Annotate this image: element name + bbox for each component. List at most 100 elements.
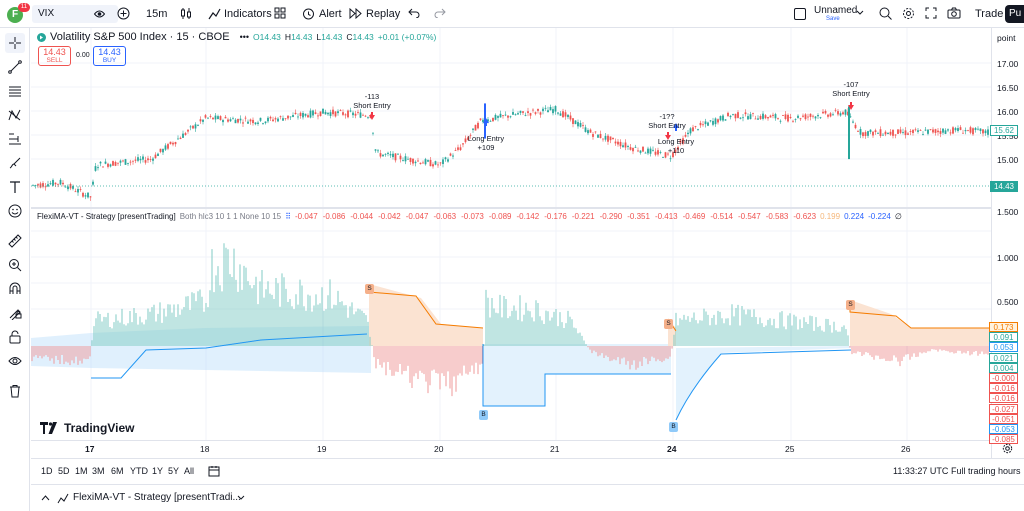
- zoom-in-icon[interactable]: [5, 255, 25, 275]
- visibility-eye-icon[interactable]: [5, 351, 25, 371]
- candle-body: [819, 117, 822, 119]
- replay-button[interactable]: Replay: [366, 8, 401, 20]
- time-label: 25: [785, 444, 795, 454]
- candle-body: [87, 192, 89, 198]
- candle-body: [752, 112, 754, 114]
- trash-icon[interactable]: [5, 381, 25, 401]
- candle-body: [184, 133, 187, 135]
- candle-body: [417, 160, 419, 162]
- emoji-icon[interactable]: [5, 201, 25, 221]
- candle-body: [454, 150, 457, 151]
- indicator-name[interactable]: FlexiMA-VT - Strategy [presentTrading]: [37, 212, 176, 221]
- alert-button[interactable]: Alert: [319, 8, 342, 20]
- candle-body: [264, 121, 267, 124]
- axis-settings-icon[interactable]: [1002, 443, 1013, 454]
- candle-body: [397, 153, 399, 155]
- candle-body: [929, 129, 932, 130]
- utc-clock[interactable]: 11:33:27 UTC: [893, 466, 949, 476]
- layouts-grid-icon[interactable]: [274, 7, 286, 19]
- candle-body: [517, 113, 519, 115]
- indicators-button[interactable]: Indicators: [224, 8, 272, 20]
- symbol-legend[interactable]: Volatility S&P 500 Index · 15 · CBOE •••…: [37, 31, 436, 43]
- time-axis[interactable]: 17 18 19 20 21 24 25 26: [31, 440, 991, 458]
- unlock-icon[interactable]: [5, 327, 25, 347]
- camera-icon[interactable]: [947, 7, 961, 19]
- candle-body: [374, 149, 377, 151]
- range-button-5y[interactable]: 5Y: [168, 466, 180, 476]
- settings-gear-icon[interactable]: [902, 7, 915, 20]
- ruler-icon[interactable]: [5, 231, 25, 251]
- add-symbol-icon[interactable]: [117, 7, 130, 20]
- fullscreen-icon[interactable]: [925, 7, 937, 19]
- candle-body: [949, 132, 952, 134]
- trade-button[interactable]: Trade: [975, 8, 1004, 20]
- candle-body: [414, 161, 417, 164]
- chevron-down-icon[interactable]: [237, 495, 245, 501]
- candle-body: [222, 120, 224, 123]
- time-label: 17: [85, 444, 95, 454]
- indicator-value: -0.547: [738, 212, 761, 221]
- undo-icon[interactable]: [408, 8, 420, 18]
- range-button-3m[interactable]: 3M: [92, 466, 105, 476]
- panel-collapse-icon[interactable]: [41, 494, 50, 501]
- candle-body: [412, 158, 414, 164]
- candle-body: [677, 147, 679, 150]
- range-button-ytd[interactable]: YTD: [130, 466, 148, 476]
- indicator-legend[interactable]: FlexiMA-VT - Strategy [presentTrading] B…: [37, 212, 902, 221]
- trendline-icon[interactable]: [5, 57, 25, 77]
- candle-body: [877, 133, 879, 134]
- indicators-icon[interactable]: [208, 7, 221, 20]
- candle-body: [177, 138, 179, 140]
- range-button-1d[interactable]: 1D: [41, 466, 53, 476]
- ohlc-high: 14.43: [291, 32, 313, 42]
- oscillator-value-tag: 0.021: [989, 352, 1018, 363]
- alert-clock-icon[interactable]: [302, 7, 315, 20]
- session-button[interactable]: Full trading hours: [951, 466, 1021, 476]
- price-axis[interactable]: [991, 28, 1024, 458]
- layout-checkbox[interactable]: [794, 8, 806, 20]
- interval-button[interactable]: 15m: [146, 8, 168, 20]
- redo-icon[interactable]: [434, 8, 446, 18]
- tradingview-watermark[interactable]: TradingView: [40, 421, 134, 435]
- range-button-1y[interactable]: 1Y: [152, 466, 164, 476]
- text-icon[interactable]: [5, 177, 25, 197]
- crosshair-icon[interactable]: [5, 33, 25, 53]
- brush-icon[interactable]: [5, 153, 25, 173]
- eye-icon[interactable]: [94, 9, 105, 19]
- price-chart[interactable]: [31, 28, 991, 458]
- prediction-icon[interactable]: [5, 129, 25, 149]
- candle-body: [832, 114, 834, 116]
- chart-area[interactable]: Volatility S&P 500 Index · 15 · CBOE •••…: [31, 28, 991, 458]
- axis-unit[interactable]: point: [997, 33, 1016, 43]
- sell-button[interactable]: 14.43 SELL: [38, 46, 71, 66]
- layout-name[interactable]: Unnamed: [814, 5, 858, 16]
- candle-body: [582, 125, 584, 126]
- range-button-5d[interactable]: 5D: [58, 466, 70, 476]
- date-range-icon[interactable]: [208, 465, 220, 477]
- range-button-1m[interactable]: 1M: [75, 466, 88, 476]
- candle-body: [504, 114, 507, 116]
- symbol-title[interactable]: Volatility S&P 500 Index · 15 · CBOE: [50, 31, 230, 43]
- replay-icon[interactable]: [349, 8, 362, 19]
- range-button-6m[interactable]: 6M: [111, 466, 124, 476]
- candle-body: [554, 106, 557, 112]
- magnet-icon[interactable]: [5, 279, 25, 299]
- candle-type-icon[interactable]: [180, 7, 192, 20]
- lock-drawings-icon[interactable]: [5, 303, 25, 323]
- quick-search-icon[interactable]: [879, 7, 892, 20]
- sell-label: SELL: [46, 57, 63, 64]
- buy-button[interactable]: 14.43 BUY: [93, 46, 126, 66]
- candle-body: [97, 167, 99, 169]
- strategy-tab[interactable]: FlexiMA-VT - Strategy [presentTradi...: [73, 492, 241, 503]
- fib-retracement-icon[interactable]: [5, 81, 25, 101]
- indicator-settings-icon[interactable]: ⠿: [285, 212, 291, 221]
- range-button-all[interactable]: All: [184, 466, 195, 476]
- symbol-search[interactable]: VIX: [32, 5, 118, 23]
- publish-button[interactable]: Pu: [1005, 5, 1024, 23]
- candle-body: [609, 136, 612, 141]
- candle-body: [737, 112, 739, 118]
- pattern-icon[interactable]: [5, 105, 25, 125]
- chevron-down-icon[interactable]: [856, 10, 864, 16]
- candle-body: [952, 127, 954, 134]
- legend-menu-dots[interactable]: •••: [239, 32, 250, 42]
